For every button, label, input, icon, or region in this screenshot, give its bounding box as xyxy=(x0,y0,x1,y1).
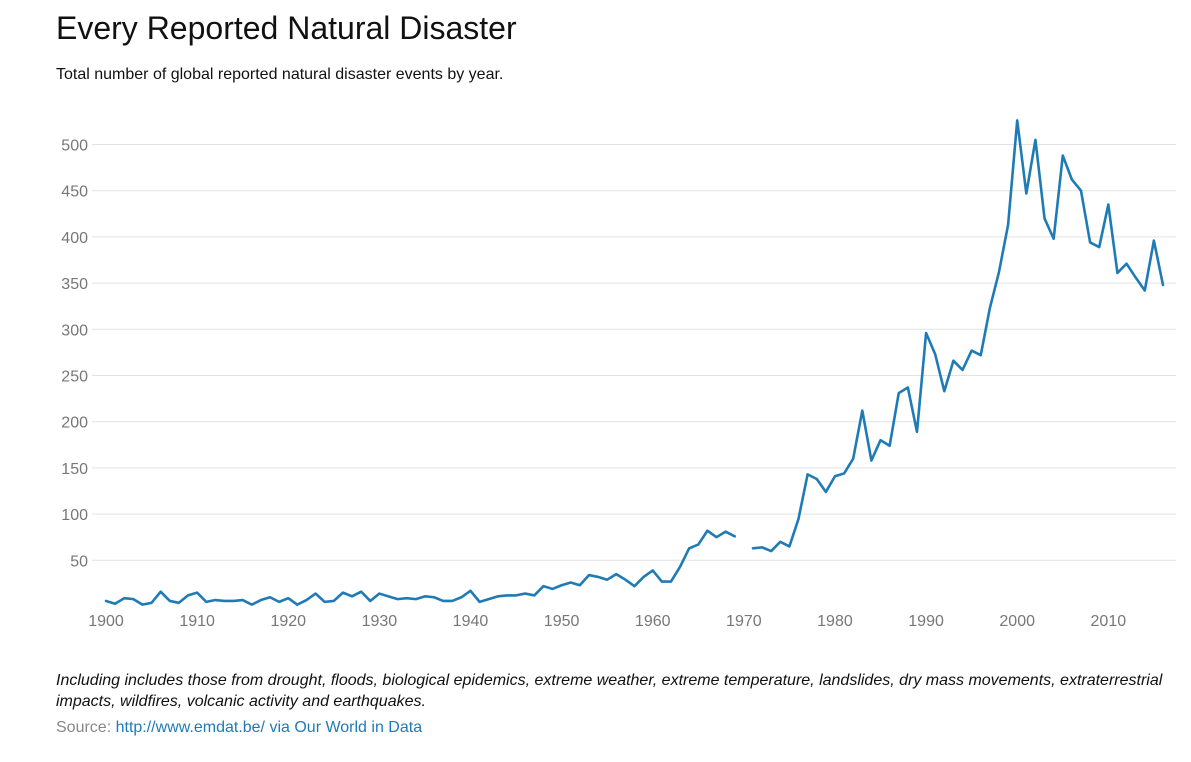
x-tick-label: 1910 xyxy=(179,613,215,630)
footnote: Including includes those from drought, f… xyxy=(56,672,1163,710)
x-tick-label: 1920 xyxy=(270,613,306,630)
source-line: Source: http://www.emdat.be/ via Our Wor… xyxy=(56,719,422,737)
y-tick-label: 100 xyxy=(61,507,88,524)
x-tick-label: 1990 xyxy=(908,613,944,630)
x-tick-label: 1960 xyxy=(635,613,671,630)
y-tick-label: 300 xyxy=(61,322,88,339)
chart-subtitle: Total number of global reported natural … xyxy=(56,66,504,83)
source-prefix: Source: xyxy=(56,719,112,736)
x-tick-label: 1970 xyxy=(726,613,762,630)
x-tick-label: 1950 xyxy=(544,613,580,630)
grid-layer xyxy=(92,144,1176,561)
x-axis-ticks: 1900 1910 1920 1930 1940 1950 1960 1970 1980 1990… xyxy=(88,613,1126,630)
source-link[interactable]: http://www.emdat.be/ via Our World in Da… xyxy=(115,719,423,736)
series-line-segment xyxy=(104,529,737,606)
y-tick-label: 250 xyxy=(61,369,88,386)
x-tick-label: 1900 xyxy=(88,613,124,630)
y-tick-label: 500 xyxy=(61,138,88,155)
x-tick-label: 1940 xyxy=(453,613,489,630)
chart-title: Every Reported Natural Disaster xyxy=(56,10,517,46)
x-tick-label: 2000 xyxy=(999,613,1035,630)
y-axis-ticks: 50 100 150 200 250 300 350 400 450 500 xyxy=(61,138,88,571)
x-tick-label: 1930 xyxy=(362,613,398,630)
x-tick-label: 2010 xyxy=(1091,613,1127,630)
y-tick-label: 200 xyxy=(61,415,88,432)
y-tick-label: 400 xyxy=(61,230,88,247)
y-tick-label: 50 xyxy=(70,553,88,570)
series-line-segment xyxy=(751,119,1165,553)
y-tick-label: 450 xyxy=(61,184,88,201)
series-layer xyxy=(104,119,1165,606)
y-tick-label: 350 xyxy=(61,276,88,293)
y-tick-label: 150 xyxy=(61,461,88,478)
x-tick-label: 1980 xyxy=(817,613,853,630)
